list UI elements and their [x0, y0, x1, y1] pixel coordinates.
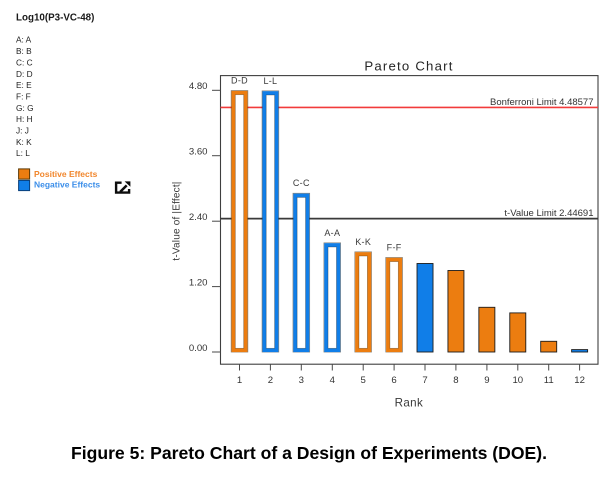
svg-text:D-D: D-D	[231, 76, 248, 86]
svg-text:Negative Effects: Negative Effects	[34, 180, 100, 190]
svg-text:G: G: G: G	[16, 103, 34, 113]
svg-text:4: 4	[330, 375, 336, 386]
svg-text:6: 6	[391, 375, 396, 386]
svg-text:Positive Effects: Positive Effects	[34, 169, 98, 179]
svg-text:3.60: 3.60	[189, 147, 208, 158]
svg-text:C: C: C: C	[16, 57, 33, 67]
svg-text:5: 5	[361, 375, 366, 386]
svg-text:Log10(P3-VC-48): Log10(P3-VC-48)	[16, 13, 94, 24]
svg-text:L-L: L-L	[263, 76, 277, 86]
svg-text:2: 2	[268, 375, 273, 386]
svg-text:2.40: 2.40	[189, 212, 208, 223]
svg-text:L: L: L: L	[16, 148, 30, 158]
svg-text:4.80: 4.80	[189, 81, 208, 92]
svg-text:H: H: H: H	[16, 114, 33, 124]
svg-text:J: J: J: J	[16, 126, 29, 136]
svg-text:A: A: A: A	[16, 35, 32, 45]
svg-text:9: 9	[484, 375, 489, 386]
svg-text:B: B: B: B	[16, 46, 32, 56]
svg-text:12: 12	[574, 375, 585, 386]
svg-text:0.00: 0.00	[189, 343, 208, 354]
svg-text:11: 11	[544, 375, 554, 386]
svg-text:K-K: K-K	[355, 237, 371, 247]
svg-text:10: 10	[512, 375, 523, 386]
svg-text:8: 8	[453, 375, 458, 386]
svg-text:1.20: 1.20	[189, 277, 208, 288]
svg-text:Pareto Chart: Pareto Chart	[364, 59, 453, 74]
svg-text:7: 7	[422, 375, 427, 386]
svg-text:3: 3	[299, 375, 304, 386]
svg-text:D: D: D: D	[16, 69, 33, 79]
svg-text:Rank: Rank	[395, 396, 424, 409]
svg-text:F: F: F: F	[16, 92, 31, 102]
svg-text:Figure 5: Pareto Chart of a De: Figure 5: Pareto Chart of a Design of Ex…	[71, 443, 547, 463]
svg-text:F-F: F-F	[387, 242, 402, 252]
svg-text:1: 1	[237, 375, 242, 386]
svg-text:K: K: K: K	[16, 137, 32, 147]
svg-text:A-A: A-A	[324, 228, 340, 238]
svg-text:t-Value Limit 2.44691: t-Value Limit 2.44691	[504, 208, 593, 219]
svg-text:E: E: E: E	[16, 80, 32, 90]
svg-text:C-C: C-C	[293, 178, 310, 188]
svg-text:Bonferroni Limit 4.48577: Bonferroni Limit 4.48577	[490, 97, 594, 108]
svg-text:t-Value of |Effect|: t-Value of |Effect|	[171, 181, 182, 260]
